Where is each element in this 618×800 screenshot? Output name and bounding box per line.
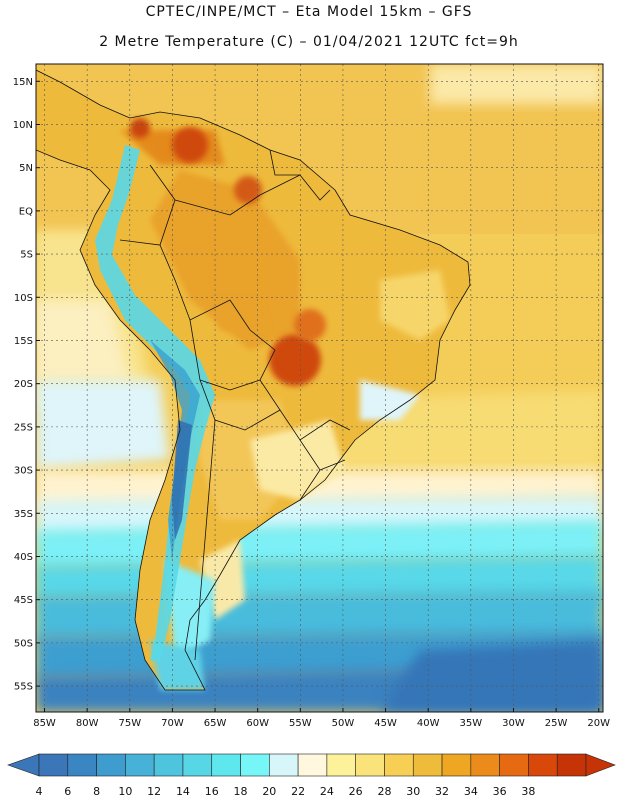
lon-label: 20W [587, 718, 610, 729]
colorbar-label: 8 [93, 785, 100, 798]
lat-label: 45S [14, 595, 33, 606]
colorbar-label: 38 [521, 785, 535, 798]
lon-label: 45W [374, 718, 397, 729]
colorbar-label: 34 [464, 785, 478, 798]
colorbar-swatch [528, 753, 558, 777]
lon-label: 60W [246, 718, 269, 729]
colorbar-label: 22 [291, 785, 305, 798]
colorbar-label: 28 [377, 785, 391, 798]
lat-label: 30S [14, 466, 33, 477]
colorbar-swatch [355, 753, 385, 777]
lat-label: 40S [14, 552, 33, 563]
lat-label: 10S [14, 293, 33, 304]
lat-label: 15S [14, 336, 33, 347]
colorbar-swatch [470, 753, 500, 777]
country-borders [36, 69, 471, 691]
colorbar-label: 12 [147, 785, 161, 798]
colorbar-swatch [38, 753, 69, 777]
colorbar-label: 10 [118, 785, 132, 798]
colorbar-swatch [240, 753, 270, 777]
graticule [36, 64, 603, 712]
colorbar-over-arrow [585, 753, 616, 777]
colorbar-label: 36 [493, 785, 507, 798]
map-title-line2: 2 Metre Temperature (C) – 01/04/2021 12U… [99, 34, 519, 50]
lat-label: EQ [19, 206, 33, 217]
lat-label: 55S [14, 682, 33, 693]
longitude-labels: 85W 80W 75W 70W 65W 60W 55W 50W 45W 40W 35W 30W 25W 2… [33, 708, 610, 729]
lon-label: 55W [289, 718, 312, 729]
lon-label: 30W [502, 718, 525, 729]
lon-label: 75W [118, 718, 141, 729]
colorbar-swatch [211, 753, 241, 777]
colorbar-label: 30 [406, 785, 420, 798]
colorbar-label: 20 [262, 785, 276, 798]
lon-label: 35W [460, 718, 483, 729]
lat-label: 15N [13, 77, 33, 88]
lon-label: 40W [417, 718, 440, 729]
colorbar-swatch [384, 753, 414, 777]
south-america-landmass [36, 70, 470, 690]
latitude-labels: 15N 10N 5N EQ 5S 10S 15S 20S 25S 30S 35S 40S 45S 50S 5… [13, 77, 40, 693]
map-title-line1: CPTEC/INPE/MCT – Eta Model 15km – GFS [145, 4, 473, 20]
colorbar-swatch [556, 753, 587, 777]
lon-label: 85W [33, 718, 56, 729]
colorbar-swatch [269, 753, 299, 777]
colorbar-swatch [182, 753, 213, 777]
map-frame [35, 63, 604, 713]
colorbar-label: 16 [205, 785, 219, 798]
colorbar-under-arrow [7, 753, 40, 777]
lon-label: 50W [332, 718, 355, 729]
colorbar-swatch [153, 753, 184, 777]
colorbar-swatch [96, 753, 126, 777]
map-field [36, 64, 603, 712]
colorbar-swatch [412, 753, 443, 777]
lon-label: 65W [204, 718, 227, 729]
colorbar-swatch [67, 753, 97, 777]
colorbar: 4 6 8 10 12 14 16 18 20 22 24 26 28 30 32 34 36 38 [7, 753, 616, 798]
colorbar-label: 4 [36, 785, 43, 798]
lon-label: 25W [545, 718, 568, 729]
lat-label: 5S [20, 250, 33, 261]
colorbar-swatch [499, 753, 529, 777]
colorbar-label: 26 [349, 785, 363, 798]
lat-label: 35S [14, 509, 33, 520]
colorbar-label: 32 [435, 785, 449, 798]
colorbar-swatch [297, 753, 328, 777]
lat-label: 20S [14, 379, 33, 390]
lat-label: 10N [13, 120, 33, 131]
colorbar-label: 24 [320, 785, 334, 798]
colorbar-label: 18 [234, 785, 248, 798]
lon-label: 80W [76, 718, 99, 729]
lat-label: 50S [14, 638, 33, 649]
colorbar-swatch [326, 753, 356, 777]
lon-label: 70W [161, 718, 184, 729]
lat-label: 5N [19, 163, 33, 174]
colorbar-label: 6 [64, 785, 71, 798]
colorbar-swatch [441, 753, 472, 777]
colorbar-swatch [125, 753, 155, 777]
lat-label: 25S [14, 422, 33, 433]
colorbar-label: 14 [176, 785, 190, 798]
